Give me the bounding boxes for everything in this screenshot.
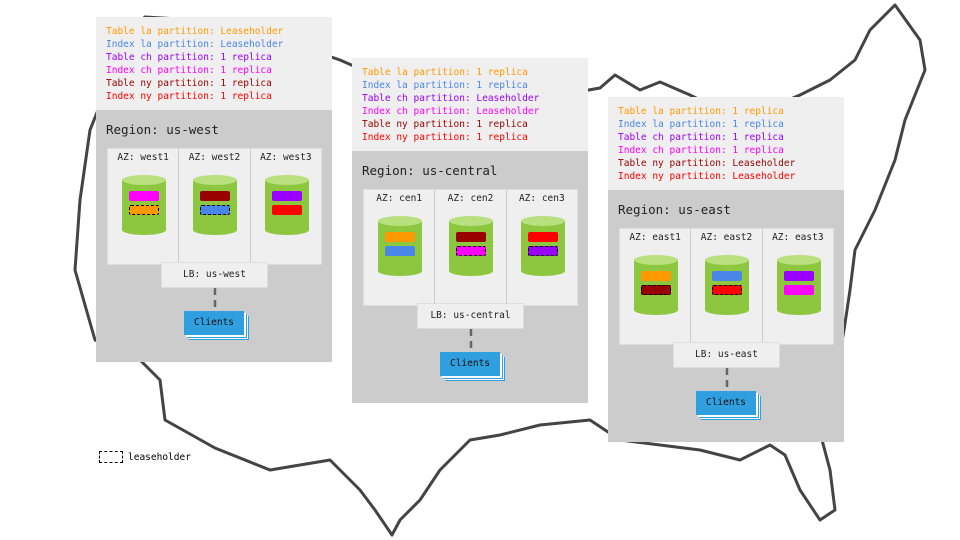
- region-body: Region: us-central AZ: cen1 AZ: cen2 AZ:…: [352, 151, 588, 403]
- leaseholder-replica: [200, 205, 231, 215]
- availability-zone: AZ: east2: [691, 229, 763, 344]
- partition-legend-line: Table la partition: 1 replica: [618, 106, 784, 117]
- region-label: Region: us-west: [106, 122, 219, 137]
- availability-zone: AZ: west3: [251, 149, 321, 264]
- clients-box: Clients: [440, 352, 500, 376]
- replica: [385, 232, 415, 242]
- replica: [641, 271, 671, 281]
- availability-zone: AZ: cen3: [507, 190, 577, 305]
- leaseholder-replica: [456, 246, 487, 256]
- availability-zone: AZ: cen1: [364, 190, 436, 305]
- az-label: AZ: east3: [772, 232, 824, 243]
- clients-box: Clients: [184, 311, 244, 335]
- partition-legend: Table la partition: Leaseholder Index la …: [96, 17, 332, 110]
- replica: [783, 285, 814, 295]
- leaseholder-replica: [129, 205, 159, 215]
- replica: [385, 246, 415, 256]
- availability-zones: AZ: west1 AZ: west2 AZ: west3: [107, 148, 322, 265]
- partition-legend-line: Index ny partition: 1 replica: [106, 91, 272, 102]
- az-label: AZ: east1: [629, 232, 681, 243]
- az-label: AZ: west3: [260, 152, 312, 163]
- partition-legend-line: Table ny partition: 1 replica: [362, 119, 528, 130]
- partition-legend-line: Table ch partition: Leaseholder: [362, 93, 540, 104]
- partition-legend-line: Index ch partition: 1 replica: [106, 65, 272, 76]
- replica: [271, 205, 302, 215]
- database-node: [378, 216, 422, 276]
- leaseholder-replica: [641, 285, 671, 295]
- availability-zone: AZ: west2: [179, 149, 251, 264]
- database-node: [520, 216, 565, 276]
- region-panel: Table la partition: 1 replica Index la pa…: [608, 97, 844, 442]
- load-balancer: LB: us-east: [673, 342, 780, 368]
- partition-legend: Table la partition: 1 replica Index la pa…: [352, 58, 588, 151]
- region-panel: Table la partition: 1 replica Index la pa…: [352, 58, 588, 403]
- database-node: [193, 175, 238, 235]
- partition-legend-line: Index ch partition: 1 replica: [618, 145, 784, 156]
- partition-legend-line: Index ny partition: Leaseholder: [618, 171, 796, 182]
- region-panel: Table la partition: Leaseholder Index la …: [96, 17, 332, 362]
- az-label: AZ: east2: [700, 232, 753, 243]
- partition-legend-line: Index la partition: Leaseholder: [106, 39, 284, 50]
- az-label: AZ: west2: [188, 152, 241, 163]
- database-node: [122, 175, 166, 235]
- az-label: AZ: cen3: [518, 193, 565, 204]
- availability-zone: AZ: west1: [108, 149, 180, 264]
- partition-legend-line: Table ny partition: 1 replica: [106, 78, 272, 89]
- partition-legend-line: Table ny partition: Leaseholder: [618, 158, 796, 169]
- availability-zones: AZ: cen1 AZ: cen2 AZ: cen3: [363, 189, 578, 306]
- region-body: Region: us-east AZ: east1 AZ: east2 AZ: …: [608, 190, 844, 442]
- az-label: AZ: cen1: [376, 193, 423, 204]
- partition-legend-line: Table la partition: Leaseholder: [106, 26, 284, 37]
- database-node: [449, 216, 494, 276]
- partition-legend-line: Table ch partition: 1 replica: [618, 132, 784, 143]
- replica: [129, 191, 159, 201]
- partition-legend-line: Table ch partition: 1 replica: [106, 52, 272, 63]
- replica: [456, 232, 487, 242]
- replica: [527, 232, 558, 242]
- availability-zone: AZ: cen2: [435, 190, 507, 305]
- load-balancer: LB: us-central: [417, 303, 524, 329]
- region-body: Region: us-west AZ: west1 AZ: west2 AZ: …: [96, 110, 332, 362]
- partition-legend: Table la partition: 1 replica Index la pa…: [608, 97, 844, 190]
- replica: [712, 271, 743, 281]
- az-label: AZ: cen2: [447, 193, 494, 204]
- availability-zone: AZ: east3: [763, 229, 833, 344]
- availability-zones: AZ: east1 AZ: east2 AZ: east3: [619, 228, 834, 345]
- database-node: [634, 255, 678, 315]
- partition-legend-line: Table la partition: 1 replica: [362, 67, 528, 78]
- leaseholder-replica: [712, 285, 743, 295]
- partition-legend-line: Index ny partition: 1 replica: [362, 132, 528, 143]
- region-label: Region: us-east: [618, 202, 731, 217]
- replica: [200, 191, 231, 201]
- partition-legend-line: Index la partition: 1 replica: [362, 80, 528, 91]
- dashed-box-swatch: [99, 451, 123, 463]
- database-node: [776, 255, 821, 315]
- leaseholder-legend-label: leaseholder: [128, 451, 191, 463]
- replica: [271, 191, 302, 201]
- partition-legend-line: Index ch partition: Leaseholder: [362, 106, 540, 117]
- load-balancer: LB: us-west: [161, 262, 268, 288]
- leaseholder-replica: [527, 246, 558, 256]
- clients-box: Clients: [696, 391, 756, 415]
- partition-legend-line: Index la partition: 1 replica: [618, 119, 784, 130]
- availability-zone: AZ: east1: [620, 229, 692, 344]
- database-node: [705, 255, 750, 315]
- database-node: [264, 175, 309, 235]
- region-label: Region: us-central: [362, 163, 498, 178]
- replica: [783, 271, 814, 281]
- leaseholder-legend: leaseholder: [99, 451, 191, 463]
- az-label: AZ: west1: [117, 152, 169, 163]
